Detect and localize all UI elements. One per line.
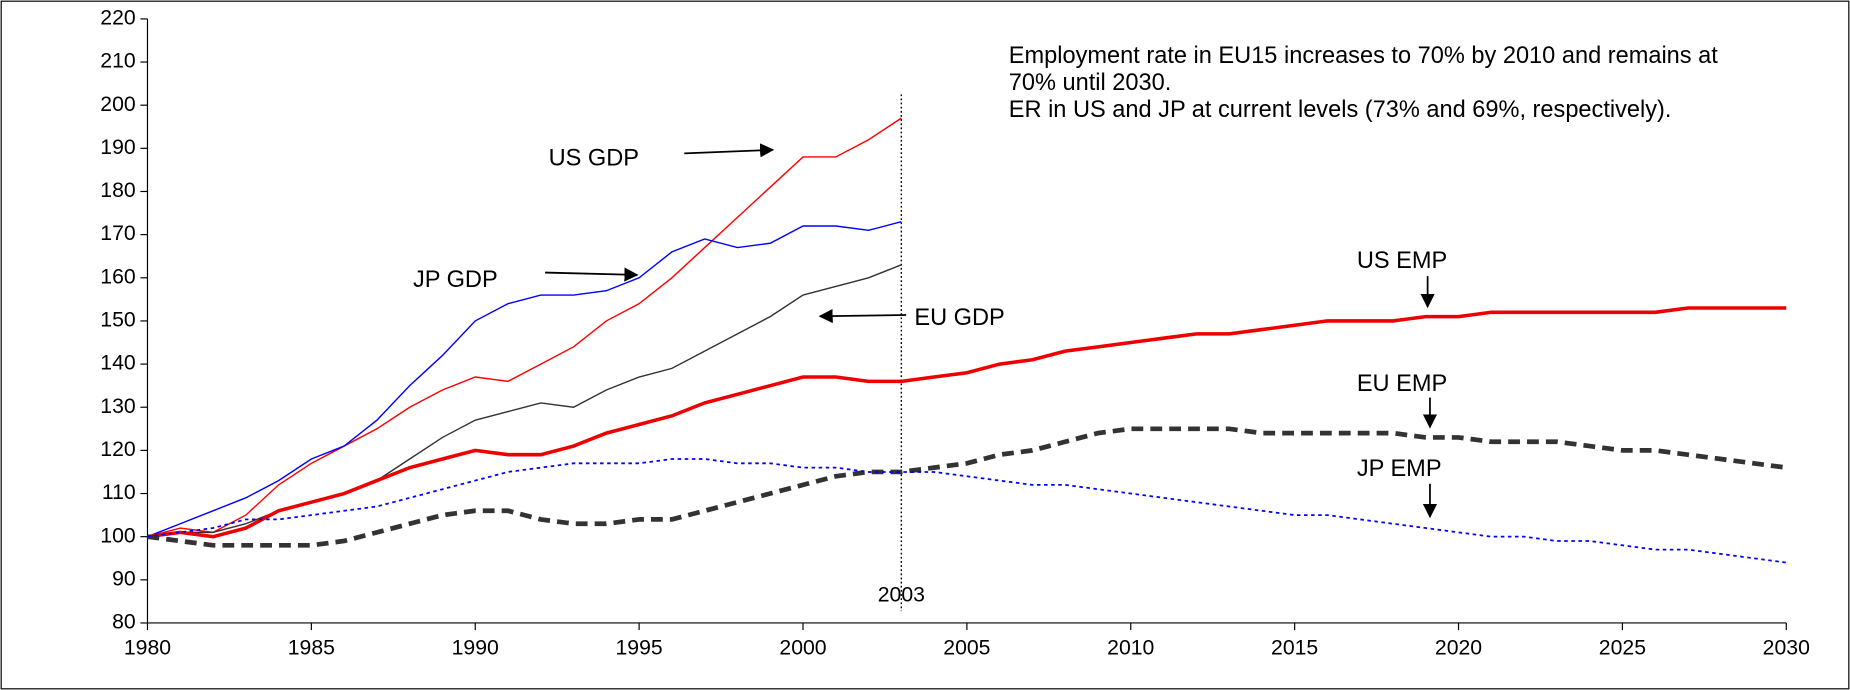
series-label: EU EMP [1357,370,1447,396]
series-label: EU GDP [914,304,1004,330]
note: 70% until 2030. [1009,69,1172,95]
x-tick-label: 2030 [1763,637,1810,660]
y-tick-label: 120 [100,438,135,461]
y-tick-label: 200 [100,93,135,116]
series-line [147,426,1787,548]
x-tick-label: 1995 [616,637,663,660]
x-tick-label: 1985 [288,637,335,660]
series-label: US GDP [549,145,639,171]
note: ER in US and JP at current levels (73% a… [1009,96,1672,122]
y-tick-label: 160 [100,265,135,288]
x-tick-label: 1990 [452,637,499,660]
y-tick-label: 180 [100,179,135,202]
x-tick-label: 2020 [1435,637,1482,660]
series-line [147,221,902,538]
y-tick-label: 80 [112,611,136,634]
series-line [147,117,902,538]
series-line [147,264,902,538]
arrow [818,308,907,324]
y-tick-label: 220 [100,6,135,29]
y-tick-label: 140 [100,352,135,375]
series-label: JP EMP [1357,455,1442,481]
y-tick-label: 100 [100,524,135,547]
series-line [147,458,1787,564]
arrow [684,143,775,158]
y-tick-label: 130 [100,395,135,418]
y-tick-label: 210 [100,50,135,73]
y-tick-label: 150 [100,309,135,332]
note: Employment rate in EU15 increases to 70%… [1009,42,1718,68]
x-tick-label: 1980 [124,637,171,660]
y-tick-label: 190 [100,136,135,159]
marker-label: 2003 [878,583,925,606]
x-tick-label: 2010 [1107,637,1154,660]
series-label: JP GDP [413,266,498,292]
x-tick-label: 2015 [1271,637,1318,660]
x-tick-label: 2025 [1599,637,1646,660]
x-tick-label: 2005 [943,637,990,660]
series-line [147,306,1787,539]
y-tick-label: 90 [112,567,136,590]
series-label: US EMP [1357,247,1447,273]
x-tick-label: 2000 [779,637,826,660]
y-tick-label: 170 [100,222,135,245]
y-tick-label: 110 [102,481,136,504]
annotation-arrows [545,143,1438,519]
arrow [545,267,639,282]
